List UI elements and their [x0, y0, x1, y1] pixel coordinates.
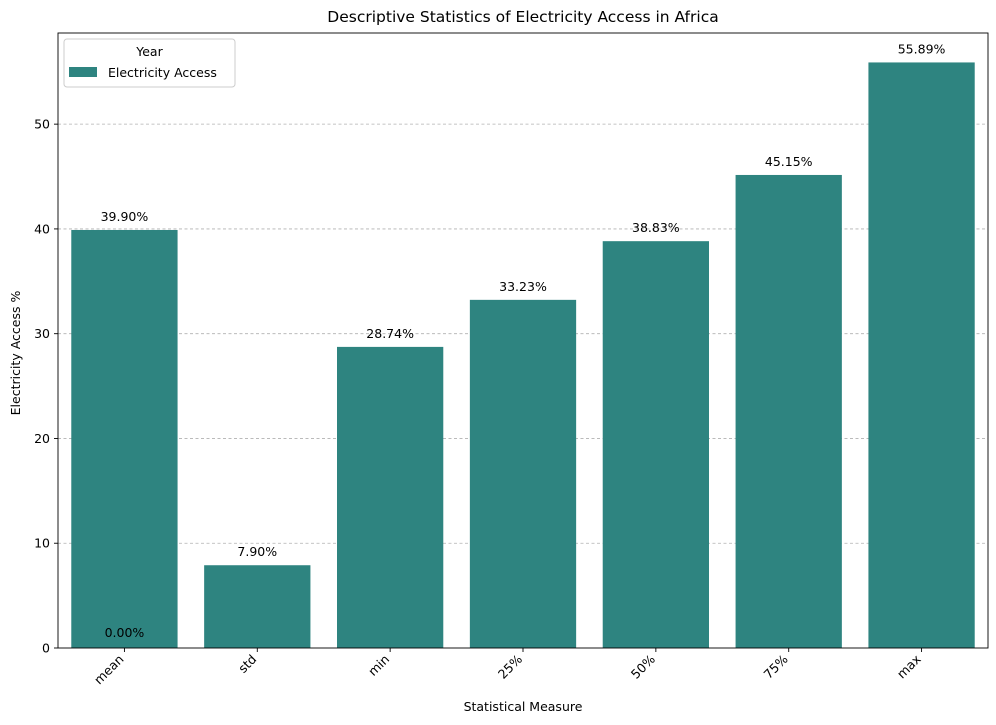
legend-title: Year	[135, 44, 163, 59]
bars	[71, 62, 975, 649]
legend-frame	[63, 38, 236, 88]
x-tick-label-mean: mean	[91, 652, 127, 688]
y-axis-label: Electricity Access %	[8, 291, 23, 416]
data-label-std: 7.90%	[237, 544, 277, 559]
bar-75%	[735, 174, 842, 648]
x-tick-label-max: max	[894, 652, 924, 682]
x-axis-label: Statistical Measure	[464, 699, 583, 714]
x-tick-label-std: std	[235, 652, 259, 676]
data-label-75%: 45.15%	[765, 154, 813, 169]
chart-title: Descriptive Statistics of Electricity Ac…	[327, 8, 718, 26]
y-tick-label: 10	[34, 536, 50, 551]
bar-mean	[71, 229, 178, 648]
bar-std	[204, 565, 311, 648]
x-tick-label-min: min	[365, 652, 392, 679]
y-tick-label: 30	[34, 326, 50, 341]
x-tick-label-25%: 25%	[495, 651, 525, 681]
bar-50%	[602, 241, 709, 648]
bar-25%	[469, 299, 577, 648]
y-tick-label: 0	[42, 641, 50, 656]
data-label-mean: 39.90%	[101, 209, 149, 224]
legend-entry-label: Electricity Access	[108, 65, 217, 80]
data-label-max: 55.89%	[898, 41, 946, 56]
bar-min	[337, 346, 444, 648]
data-label-extra: 0.00%	[105, 625, 145, 640]
y-tick-label: 50	[34, 117, 50, 132]
legend-swatch	[69, 67, 97, 77]
data-label-25%: 33.23%	[499, 279, 547, 294]
data-label-min: 28.74%	[366, 326, 414, 341]
x-tick-label-75%: 75%	[761, 651, 791, 681]
legend: Year Electricity Access	[63, 38, 236, 88]
y-tick-label: 40	[34, 221, 50, 236]
data-labels: 39.90% 7.90% 28.74% 33.23% 38.83% 45.15% 55.89…	[101, 41, 946, 640]
y-tick-label: 20	[34, 431, 50, 446]
x-tick-label-50%: 50%	[628, 651, 658, 681]
bar-max	[868, 62, 975, 649]
data-label-50%: 38.83%	[632, 220, 680, 235]
